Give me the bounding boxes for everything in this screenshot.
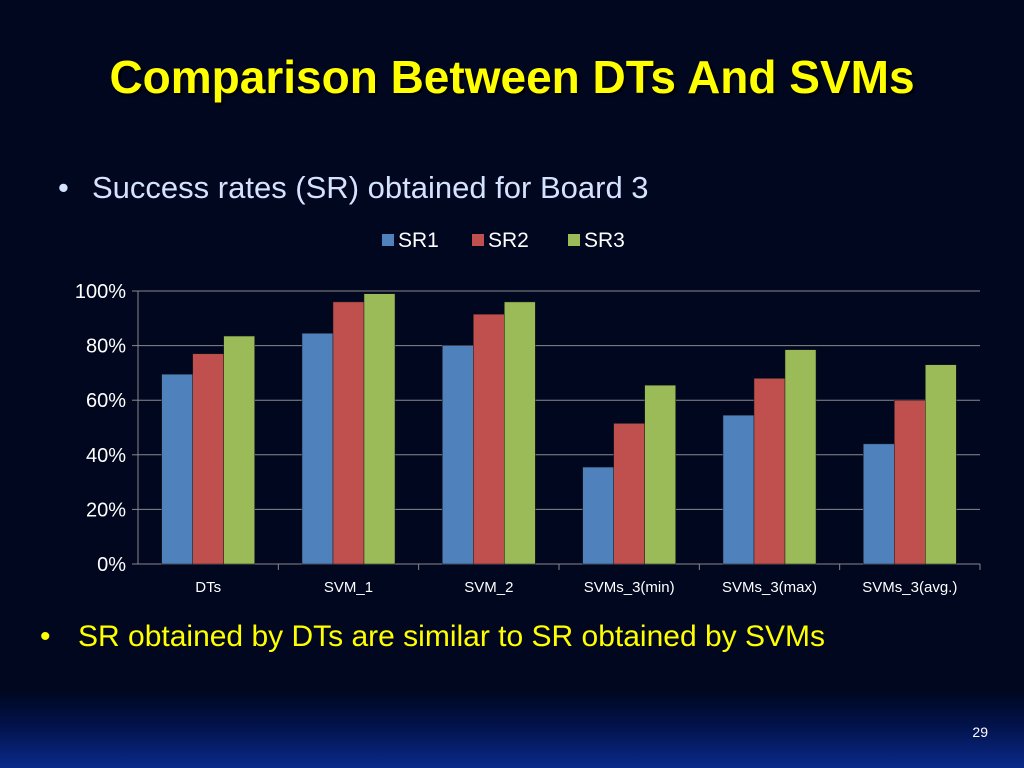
bar-sr3: [644, 384, 676, 565]
bar-sr2: [192, 353, 224, 565]
bar-sr2: [332, 301, 365, 565]
bar-sr3: [223, 335, 255, 565]
bullet-text: Success rates (SR) obtained for Board 3: [92, 170, 649, 205]
legend-swatch-sr3: [568, 234, 580, 246]
y-tick-label: 20%: [86, 499, 126, 521]
bar-sr1: [863, 443, 895, 565]
legend-label-sr2: SR2: [488, 229, 529, 252]
slide-bottom-gradient: [0, 690, 1024, 768]
bar-sr1: [582, 466, 614, 565]
bar-sr3: [363, 293, 396, 565]
x-tick-label: SVM_2: [464, 579, 513, 596]
bar-sr1: [161, 374, 193, 565]
y-tick-label: 80%: [86, 336, 126, 358]
bar-sr1: [722, 414, 755, 565]
bullet-marker: •: [58, 170, 69, 205]
bar-sr3: [784, 349, 817, 565]
legend-swatch-sr1: [382, 234, 394, 246]
bar-sr1: [301, 333, 334, 565]
x-tick-label: SVMs_3(min): [584, 579, 675, 596]
bar-sr3: [504, 301, 536, 565]
bullet-marker: •: [40, 620, 51, 653]
y-tick-label: 40%: [86, 445, 126, 467]
bar-sr2: [613, 423, 645, 565]
y-tick-label: 100%: [75, 281, 126, 303]
bullet-conclusion: • SR obtained by DTs are similar to SR ob…: [40, 620, 825, 654]
x-tick-label: SVMs_3(max): [722, 579, 817, 596]
legend-label-sr1: SR1: [398, 229, 439, 252]
bar-sr2: [473, 313, 505, 565]
x-tick-label: SVM_1: [324, 579, 373, 596]
legend-label-sr3: SR3: [584, 229, 625, 252]
slide-title: Comparison Between DTs And SVMs: [109, 51, 915, 103]
x-tick-label: DTs: [195, 579, 221, 596]
bullet-text: SR obtained by DTs are similar to SR obt…: [78, 620, 825, 653]
bar-chart: 0% 20% 40% 60% 80% 100% DTs SVM_1 SVM_2 SVMs_3(mi…: [75, 229, 981, 596]
bar-sr2: [894, 399, 926, 565]
bar-sr1: [442, 345, 474, 565]
y-tick-label: 0%: [97, 554, 126, 576]
x-tick-label: SVMs_3(avg.): [862, 579, 957, 596]
bullet-success-rates: • Success rates (SR) obtained for Board 3: [58, 170, 649, 206]
bar-sr2: [753, 378, 786, 565]
bar-sr3: [925, 364, 957, 565]
page-number: 29: [972, 724, 988, 740]
legend-swatch-sr2: [472, 234, 484, 246]
y-tick-label: 60%: [86, 390, 126, 412]
